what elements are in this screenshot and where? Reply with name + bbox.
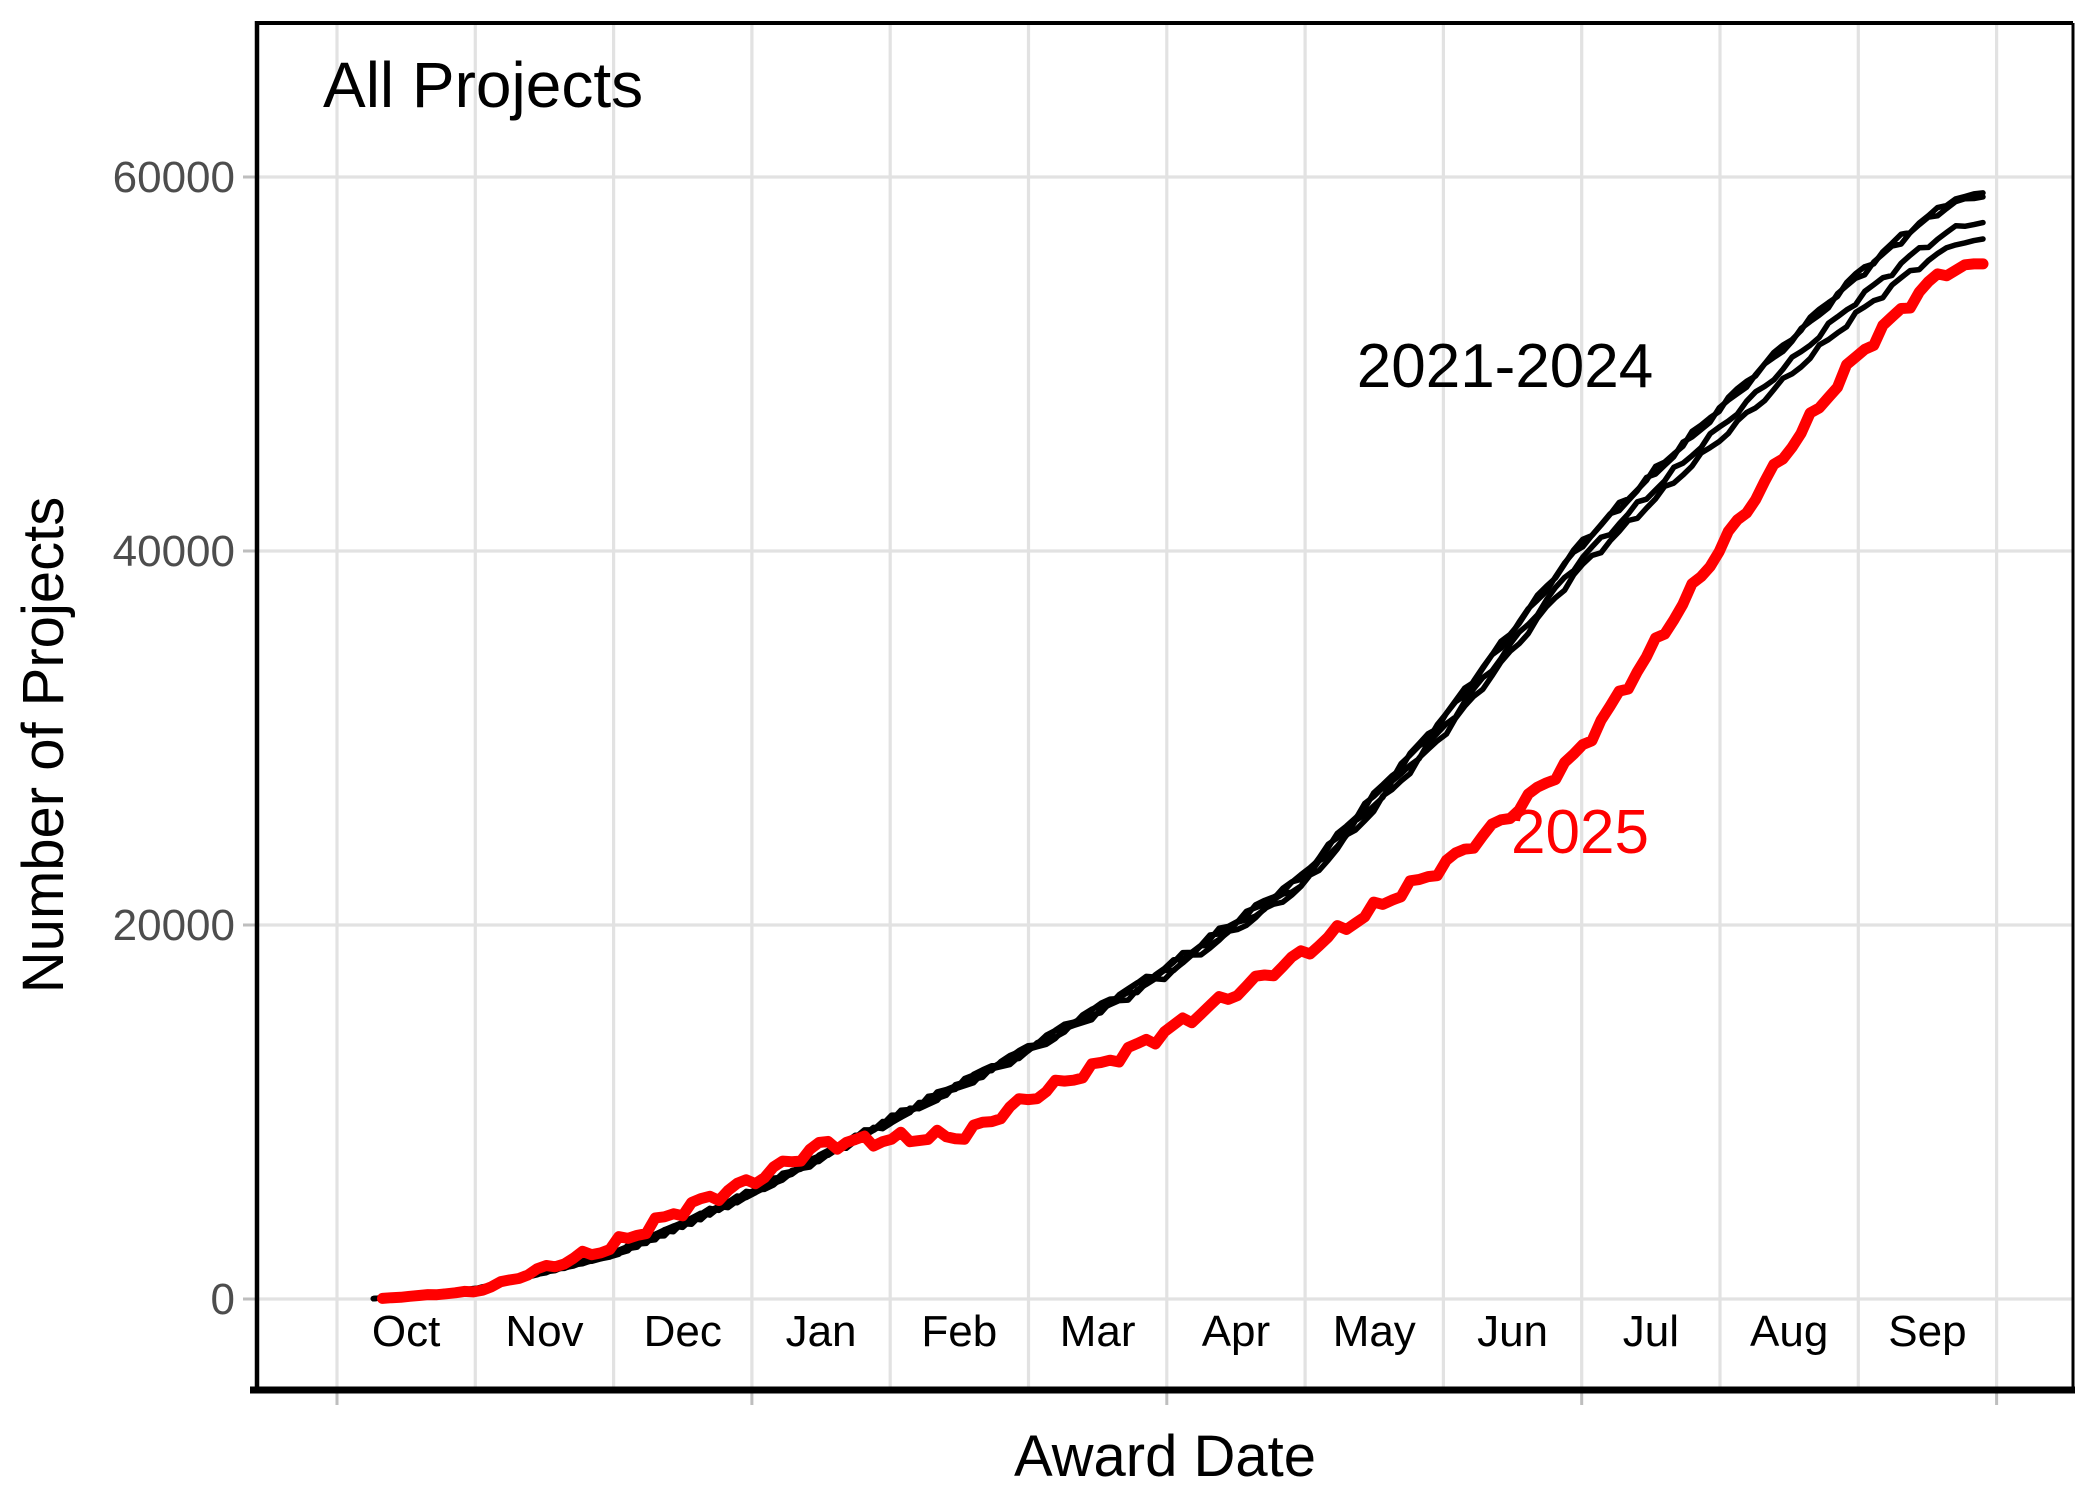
x-tick-label: Oct [372, 1307, 440, 1356]
axis-ticks [243, 175, 1999, 1405]
y-tick-label: 0 [211, 1275, 235, 1324]
panel-border [250, 21, 2075, 1394]
x-tick-label: Aug [1750, 1307, 1828, 1356]
y-tick-label: 60000 [113, 153, 235, 202]
y-axis-title: Number of Projects [11, 496, 76, 994]
x-tick-labels: Oct Nov Dec Jan Feb Mar Apr May Jun Jul Aug Sep [372, 1307, 1967, 1356]
x-tick-label: Jul [1623, 1307, 1679, 1356]
x-tick-label: Mar [1060, 1307, 1136, 1356]
x-tick-label: Dec [644, 1307, 722, 1356]
current-year-annotation: 2025 [1511, 798, 1649, 867]
y-tick-label: 40000 [113, 527, 235, 576]
x-tick-label: Nov [505, 1307, 583, 1356]
x-tick-label: Feb [921, 1307, 997, 1356]
series-line-2025 [377, 258, 1989, 1304]
chart-title: All Projects [323, 49, 644, 121]
x-tick-label: May [1333, 1307, 1416, 1356]
series-line-2024 [370, 236, 1986, 1302]
x-axis-title: Award Date [1014, 1424, 1316, 1489]
x-tick-label: Apr [1202, 1307, 1270, 1356]
y-tick-labels: 0 20000 40000 60000 [113, 153, 235, 1324]
x-tick-label: Jan [786, 1307, 857, 1356]
series-lines [370, 190, 1989, 1304]
x-tick-label: Sep [1888, 1307, 1966, 1356]
gridlines [257, 23, 2073, 1390]
x-tick-label: Jun [1477, 1307, 1548, 1356]
y-tick-label: 20000 [113, 901, 235, 950]
prior-years-annotation: 2021-2024 [1356, 332, 1654, 401]
